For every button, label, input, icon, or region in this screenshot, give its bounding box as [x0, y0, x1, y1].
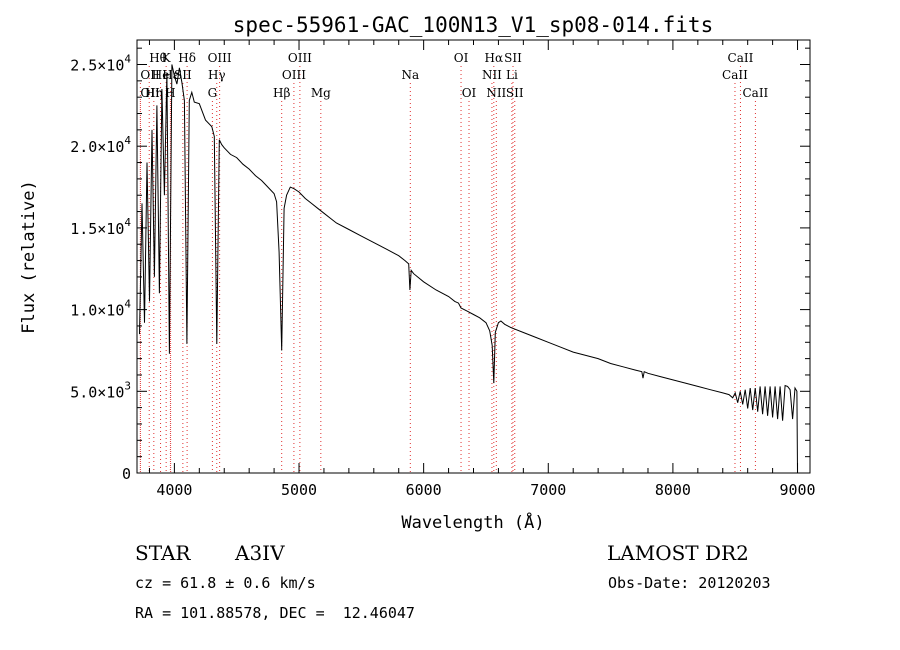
line-marker-label: OII	[140, 68, 160, 82]
x-tick-label: 9000	[779, 481, 815, 499]
observation-date: Obs-Date: 20120203	[608, 574, 771, 592]
line-marker-label: K	[162, 51, 172, 65]
y-axis-label: Flux (relative)	[19, 180, 39, 334]
x-tick-label: 4000	[156, 481, 192, 499]
x-axis-label: Wavelength (Å)	[401, 511, 544, 533]
line-marker-label: Na	[401, 68, 419, 82]
line-marker-label: OI	[462, 86, 477, 100]
x-tick-label: 6000	[406, 481, 442, 499]
line-marker-label: Hε	[162, 68, 179, 82]
axis-ticks	[137, 40, 810, 474]
line-marker-label: CaII	[728, 51, 754, 65]
plot-frame	[136, 39, 811, 474]
redshift-velocity: cz = 61.8 ± 0.6 km/s	[135, 574, 316, 592]
tick-labels: 4000 5000 6000 7000 8000 9000 0 5.0×103 1.0×104 1…	[70, 53, 815, 499]
line-marker-label: G	[208, 86, 218, 100]
line-marker-label: CaII	[742, 86, 768, 100]
line-marker-label: Hδ	[178, 51, 196, 65]
line-marker-label: SII	[174, 68, 192, 82]
y-tick-label: 1.5×104	[70, 216, 131, 238]
survey-name: LAMOST DR2	[607, 541, 749, 565]
line-marker-label: H	[165, 86, 175, 100]
line-marker-label: Li	[506, 68, 518, 82]
y-tick-label: 0	[122, 465, 131, 483]
coordinates: RA = 101.88578, DEC = 12.46047	[135, 604, 415, 622]
line-marker-label: OI	[454, 51, 469, 65]
y-tick-label: 2.0×104	[70, 134, 131, 156]
line-marker-label: OIII	[208, 51, 232, 65]
y-tick-label: 5.0×103	[70, 379, 131, 401]
object-class: STAR	[135, 541, 191, 565]
y-tick-label: 1.0×104	[70, 298, 131, 320]
line-marker-label: OIII	[288, 51, 312, 65]
line-marker-label: He	[152, 68, 170, 82]
x-tick-label: 5000	[281, 481, 317, 499]
line-marker-label: SII	[504, 51, 522, 65]
line-marker-label: OII	[140, 86, 160, 100]
line-marker-label: SII	[506, 86, 524, 100]
line-marker-label: Hβ	[273, 86, 290, 100]
line-marker-label: CaII	[722, 68, 748, 82]
line-marker-label: NII	[482, 68, 502, 82]
chart-title: spec-55961-GAC_100N13_V1_sp08-014.fits	[233, 13, 713, 37]
object-subclass: A3IV	[235, 541, 285, 565]
line-marker-label: OIII	[282, 68, 306, 82]
line-marker-label: Hη	[145, 86, 163, 100]
line-marker-label: Hα	[485, 51, 504, 65]
line-marker-label: NII	[486, 86, 506, 100]
y-tick-label: 2.5×104	[70, 53, 131, 75]
x-tick-label: 8000	[655, 481, 691, 499]
line-marker-label: Hθ	[149, 51, 167, 65]
spectrum-line	[139, 64, 798, 474]
line-marker-label: Hγ	[208, 68, 226, 82]
line-marker-label: Mg	[311, 86, 331, 100]
x-tick-label: 7000	[530, 481, 566, 499]
line-markers	[139, 66, 756, 473]
